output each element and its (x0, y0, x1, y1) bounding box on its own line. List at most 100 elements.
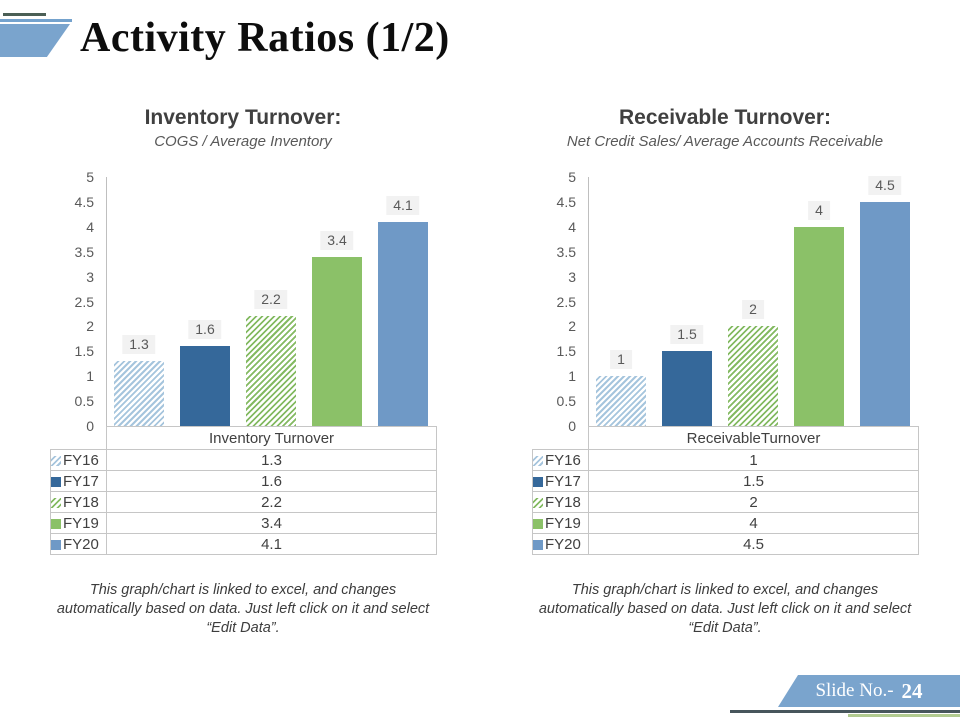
y-axis-line (106, 177, 107, 426)
table-header-cell: ReceivableTurnover (588, 426, 919, 450)
header-accent-shape (0, 24, 70, 57)
bar-value-label: 1.6 (188, 320, 222, 340)
legend-swatch-icon (51, 539, 61, 550)
y-axis-tick-label: 2 (568, 318, 576, 335)
table-row: FY17 1.6 (50, 470, 437, 492)
slide-number-label: Slide No.- (815, 680, 894, 701)
bar-value-label: 3.4 (320, 230, 354, 250)
footnote-line: “Edit Data”. (206, 619, 280, 636)
legend-cell: FY18 (50, 491, 107, 513)
chart-title: Inventory Turnover: (144, 106, 342, 129)
chart-footnote: This graph/chart is linked to excel, and… (532, 581, 918, 638)
legend-swatch-icon (533, 539, 543, 550)
y-axis-line (588, 177, 589, 426)
legend-swatch-icon (533, 455, 543, 466)
footnote-line: automatically based on data. Just left c… (538, 600, 912, 617)
table-row: FY16 1.3 (50, 449, 437, 471)
footer-accent-dark-line (730, 710, 960, 713)
value-cell: 3.4 (106, 512, 437, 534)
bar-value-label: 1 (610, 350, 632, 370)
bar-fy19 (312, 256, 362, 426)
y-axis-tick-label: 0 (568, 418, 576, 434)
footnote-line: This graph/chart is linked to excel, and… (571, 582, 879, 598)
bar-fy17 (662, 351, 712, 426)
bar-fy20 (378, 221, 428, 426)
legend-cell: FY19 (532, 512, 589, 534)
legend-swatch-icon (533, 518, 543, 529)
value-cell: 2.2 (106, 491, 437, 513)
chart-footnote: This graph/chart is linked to excel, and… (50, 581, 436, 638)
bar-fy16 (114, 361, 164, 426)
footnote-line: “Edit Data”. (688, 619, 762, 636)
legend-swatch-icon (533, 476, 543, 487)
legend-cell: FY16 (532, 449, 589, 471)
y-axis-tick-label: 1.5 (556, 343, 576, 360)
slide-number-value: 24 (901, 678, 923, 703)
bar-value-label: 4.5 (868, 175, 902, 195)
header-accent-blue-line (0, 19, 72, 22)
table-row: FY16 1 (532, 449, 919, 471)
legend-swatch-icon (51, 476, 61, 487)
inventory-turnover-bar-chart[interactable]: 5 4.5 4 3.5 3 2.5 2 1.5 1 0.5 0 1.3 1.6 2.2 3.4 4.1 (50, 169, 436, 434)
legend-swatch-icon (51, 518, 61, 529)
legend-cell: FY20 (532, 533, 589, 555)
table-row: FY20 4.1 (50, 533, 437, 555)
bar-value-label: 1.5 (670, 325, 704, 345)
bar-value-label: 4 (808, 200, 830, 220)
chart-subtitle: Net Credit Sales/ Average Accounts Recei… (566, 133, 884, 150)
y-axis-tick-label: 1.5 (74, 343, 94, 360)
bar-fy16 (596, 376, 646, 426)
page-title: Activity Ratios (1/2) (80, 15, 450, 61)
legend-swatch-icon (533, 497, 543, 508)
legend-swatch-icon (51, 455, 61, 466)
chart-panel-inventory-turnover: Inventory Turnover: COGS / Average Inven… (50, 100, 437, 640)
chart-data-table: Inventory Turnover FY16 1.3 FY17 1.6 FY18 2.2 F… (50, 426, 437, 555)
y-axis-tick-label: 4 (86, 218, 94, 235)
y-axis-tick-label: 5 (568, 169, 576, 185)
value-cell: 4.1 (106, 533, 437, 555)
value-cell: 1.3 (106, 449, 437, 471)
bar-fy20 (860, 201, 910, 426)
legend-cell: FY20 (50, 533, 107, 555)
legend-swatch-icon (51, 497, 61, 508)
value-cell: 4.5 (588, 533, 919, 555)
y-axis-tick-label: 4 (568, 218, 576, 235)
footer-accent-green-line (848, 714, 960, 717)
y-axis-tick-label: 0 (86, 418, 94, 434)
y-axis-tick-label: 3.5 (556, 243, 576, 260)
value-cell: 4 (588, 512, 919, 534)
y-axis-tick-label: 0.5 (556, 393, 576, 410)
value-cell: 1.5 (588, 470, 919, 492)
table-header-cell: Inventory Turnover (106, 426, 437, 450)
table-row: FY19 3.4 (50, 512, 437, 534)
legend-cell: FY17 (532, 470, 589, 492)
y-axis-tick-label: 3 (568, 268, 576, 285)
bar-fy17 (180, 346, 230, 426)
table-corner-spacer (533, 427, 589, 450)
bar-value-label: 2 (742, 300, 764, 320)
table-corner-spacer (51, 427, 107, 450)
receivable-turnover-data-table: ReceivableTurnover FY16 1 FY17 1.5 FY18 2 FY19 4… (532, 426, 919, 555)
y-axis-tick-label: 1 (86, 368, 94, 385)
chart-data-table: ReceivableTurnover FY16 1 FY17 1.5 FY18 2 FY19 4… (532, 426, 919, 555)
legend-cell: FY19 (50, 512, 107, 534)
chart-title: Receivable Turnover: (618, 106, 832, 129)
y-axis-tick-label: 0.5 (74, 393, 94, 410)
bar-value-label: 1.3 (122, 335, 156, 355)
bar-value-label: 2.2 (254, 290, 288, 310)
y-axis-tick-label: 3.5 (74, 243, 94, 260)
y-axis-tick-label: 2.5 (74, 293, 94, 310)
receivable-turnover-bar-chart[interactable]: 5 4.5 4 3.5 3 2.5 2 1.5 1 0.5 0 1 1.5 2 4 4.5 (532, 169, 918, 434)
slide-number-banner: Slide No.- 24 (778, 675, 960, 707)
value-cell: 1.6 (106, 470, 437, 492)
bar-fy19 (794, 226, 844, 426)
header-accent-dark-line (3, 13, 46, 16)
value-cell: 1 (588, 449, 919, 471)
table-row: FY18 2.2 (50, 491, 437, 513)
value-cell: 2 (588, 491, 919, 513)
chart-subtitle: COGS / Average Inventory (154, 133, 332, 150)
y-axis-tick-label: 1 (568, 368, 576, 385)
table-row: FY20 4.5 (532, 533, 919, 555)
y-axis-tick-label: 5 (86, 169, 94, 185)
